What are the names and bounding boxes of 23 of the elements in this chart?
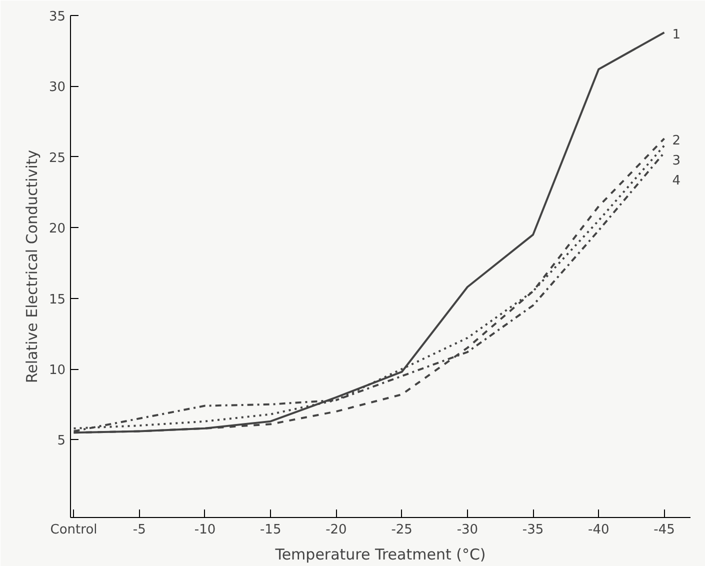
y-tick-label: 5 [57,434,66,449]
series-label: 1 [672,27,681,42]
series-label: 4 [672,174,681,189]
x-tick-label: -20 [326,522,347,538]
series-label: 3 [672,154,681,169]
series-label: 2 [672,134,681,149]
x-tick-label: -40 [588,522,610,538]
y-axis-title: Relative Electrical Conductivity [22,150,41,384]
y-tick-label: 20 [48,222,66,237]
x-tick-label: -15 [260,522,282,538]
y-tick-label: 30 [48,80,66,96]
x-tick-label: -35 [522,522,544,538]
x-tick-label: -45 [654,522,675,538]
x-tick-label: -25 [391,522,412,538]
y-tick-label: 35 [48,10,66,24]
x-tick-label: -5 [132,522,146,538]
y-tick-label: 25 [48,150,66,166]
x-tick-label: -30 [456,522,478,538]
x-axis-title: Temperature Treatment (°C) [274,546,486,564]
x-tick-label: -10 [194,522,216,538]
x-tick-label: Control [50,522,98,538]
y-tick-label: 10 [48,363,66,378]
y-tick-label: 15 [48,292,66,308]
